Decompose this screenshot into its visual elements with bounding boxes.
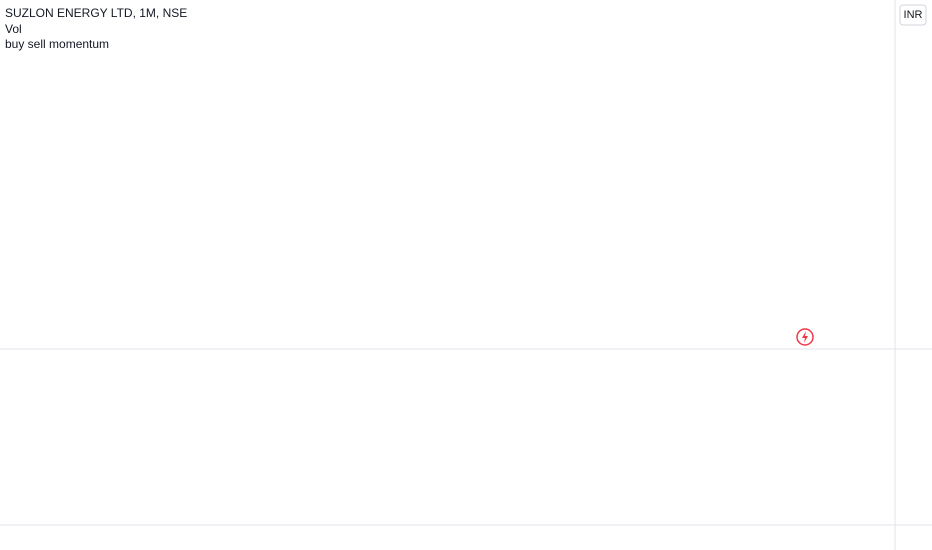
symbol-line: SUZLON ENERGY LTD, 1M, NSE [5, 6, 187, 20]
currency: INR [904, 9, 923, 21]
currency-box[interactable] [899, 4, 927, 26]
alert-bolt [802, 331, 808, 343]
volume-legend: Vol [5, 22, 22, 36]
indicator-legend: buy sell momentum [5, 37, 109, 51]
